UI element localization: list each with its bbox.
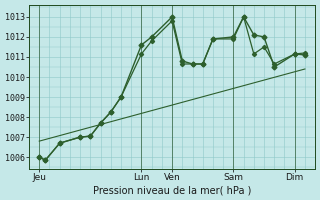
X-axis label: Pression niveau de la mer( hPa ): Pression niveau de la mer( hPa )	[93, 185, 251, 195]
